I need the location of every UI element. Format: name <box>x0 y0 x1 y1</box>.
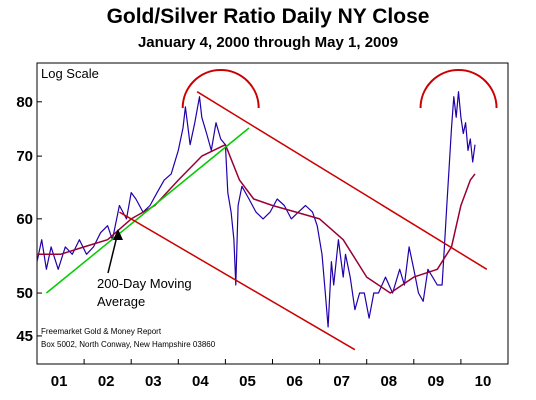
channel_lower-series <box>119 211 356 351</box>
x-tick-label: 08 <box>380 373 397 390</box>
x-tick-label: 06 <box>286 373 303 390</box>
x-tick-label: 01 <box>51 373 68 390</box>
top-arcs <box>181 69 498 109</box>
y-tick-label: 45 <box>16 328 33 345</box>
top-arc <box>181 69 260 109</box>
x-tick-label: 02 <box>98 373 115 390</box>
scale-label: Log Scale <box>41 66 99 81</box>
channel_upper-series <box>196 91 488 270</box>
x-tick-label: 09 <box>428 373 445 390</box>
y-tick-label: 60 <box>16 211 33 228</box>
ratio-series <box>36 91 476 328</box>
chart-title: Gold/Silver Ratio Daily NY Close <box>106 5 430 28</box>
y-axis: 45 50 60 70 80 <box>16 94 42 345</box>
top-arc <box>419 69 498 109</box>
source-line2: Box 5002, North Conway, New Hampshire 03… <box>41 340 216 349</box>
moving-average-arrowhead <box>113 229 123 240</box>
chart-subtitle: January 4, 2000 through May 1, 2009 <box>137 34 399 51</box>
plot-frame <box>36 62 509 365</box>
uptrend-series <box>45 127 250 294</box>
source-line1: Freemarket Gold & Money Report <box>41 327 162 336</box>
moving_average-series <box>37 143 476 294</box>
moving-average-label-line2: Average <box>97 294 145 309</box>
x-tick-label: 10 <box>475 373 492 390</box>
series-layer <box>36 91 488 351</box>
x-tick-label: 05 <box>239 373 256 390</box>
x-axis: 01 02 03 04 05 06 07 08 09 10 <box>51 359 509 390</box>
y-tick-label: 50 <box>16 285 33 302</box>
x-tick-label: 04 <box>192 373 209 390</box>
moving-average-label-line1: 200-Day Moving <box>97 276 192 291</box>
x-tick-label: 03 <box>145 373 162 390</box>
y-tick-label: 80 <box>16 94 33 111</box>
x-tick-label: 07 <box>333 373 350 390</box>
y-tick-label: 70 <box>16 148 33 165</box>
